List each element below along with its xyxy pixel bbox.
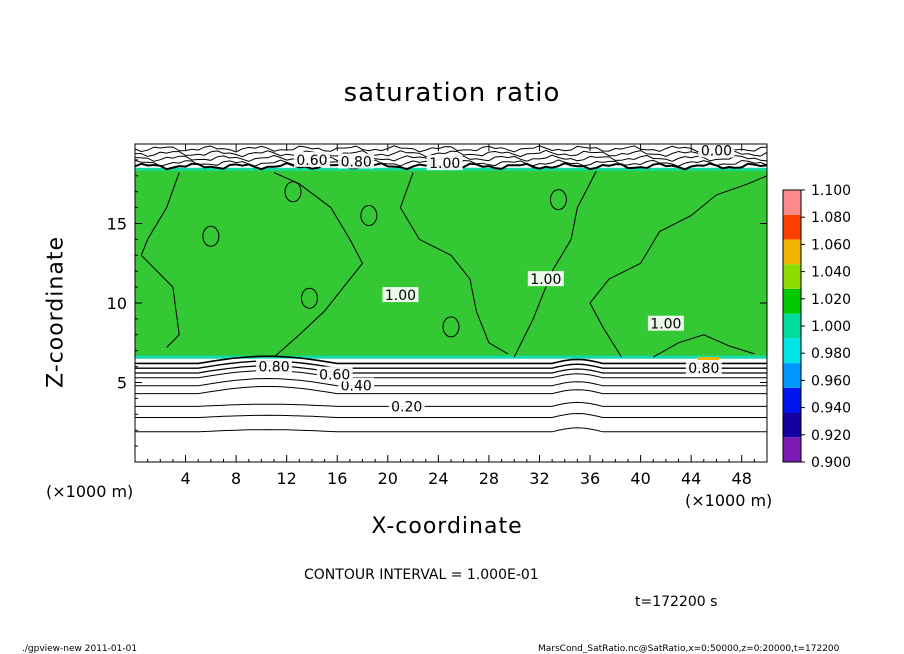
- contour-label-bg-11: [338, 153, 375, 169]
- contour-label-bg-12: [698, 142, 735, 158]
- colorbar-swatch-2: [783, 412, 801, 438]
- warm-spot: [697, 357, 719, 361]
- x-tick-label-12: 12: [277, 469, 297, 488]
- colorbar-label-3: 0.940: [811, 401, 851, 417]
- x-tick-label-20: 20: [378, 469, 398, 488]
- x-tick-label-24: 24: [428, 469, 448, 488]
- contour-line-1-00-3: [399, 172, 509, 355]
- contour-label-bg-3: [316, 366, 353, 382]
- x-tick-label-48: 48: [732, 469, 752, 488]
- contour-label-5: 0.80: [688, 361, 719, 377]
- colorbar-swatch-11: [783, 190, 801, 215]
- colorbar-label-5: 0.980: [811, 346, 851, 362]
- contour-label-12: 0.00: [701, 143, 732, 159]
- x-tick-label-16: 16: [327, 469, 347, 488]
- contour-label-bg-7: [527, 271, 564, 287]
- contour-label-3: 0.60: [319, 368, 350, 384]
- colorbar-label-1: 0.900: [811, 455, 851, 471]
- colorbar-swatch-8: [783, 264, 801, 289]
- x-tick-label-4: 4: [180, 469, 190, 488]
- colorbar-swatch-4: [783, 363, 801, 388]
- lower-contour-4: [135, 370, 767, 379]
- lower-contour-1: [135, 355, 767, 365]
- x-tick-label-36: 36: [580, 469, 600, 488]
- contour-label-bg-6: [382, 287, 419, 303]
- colorbar-label-7: 1.020: [811, 292, 851, 308]
- time-label: t=172200 s: [635, 594, 718, 610]
- chart-title: saturation ratio: [343, 78, 561, 108]
- closed-contour-5: [300, 287, 318, 309]
- colorbar-label-9: 1.060: [811, 237, 851, 253]
- colorbar-swatch-6: [783, 313, 801, 339]
- footer-right-note: MarsCond_SatRatio.nc@SatRatio,x=0:50000,…: [538, 644, 840, 654]
- contour-line-1-00-4: [513, 170, 597, 358]
- y-axis-label: Z-coordinate: [43, 236, 69, 388]
- colorbar-swatch-10: [783, 214, 801, 240]
- lower-contour-7: [135, 401, 767, 407]
- upper-contour-4: [135, 149, 768, 158]
- x-tick-label-32: 32: [529, 469, 549, 488]
- contour-line-1-00-6: [652, 334, 755, 358]
- contour-label-bg-8: [647, 315, 684, 331]
- lower-edge-band: [135, 355, 767, 359]
- closed-contour-3: [360, 205, 378, 227]
- contour-label-4: 0.80: [258, 360, 289, 376]
- lower-contour-6: [135, 386, 767, 395]
- contour-label-6: 1.00: [385, 288, 416, 304]
- y-tick-label-5: 5: [117, 374, 127, 393]
- x-unit-left: (×1000 m): [46, 482, 134, 501]
- y-tick-label-10: 10: [107, 294, 127, 313]
- contour-label-bg-4: [256, 358, 293, 374]
- contour-label-7: 1.00: [530, 272, 561, 288]
- colorbar-label-6: 1.000: [811, 319, 851, 335]
- colorbar-swatch-7: [783, 288, 801, 314]
- contour-label-2: 0.40: [341, 379, 372, 395]
- colorbar-swatch-3: [783, 387, 801, 413]
- contour-label-bg-1: [388, 398, 425, 414]
- colorbar-label-10: 1.080: [811, 210, 851, 226]
- contour-label-bg-5: [685, 360, 722, 376]
- footer-left-note: ./gpview-new 2011-01-01: [22, 644, 138, 654]
- contour-label-9: 1.00: [429, 156, 460, 172]
- upper-contour-5: [134, 145, 768, 153]
- contour-line-1-00-2: [273, 172, 364, 358]
- closed-contour-2: [284, 181, 302, 203]
- contour-line-1-00-1: [140, 172, 180, 348]
- y-tick-label-15: 15: [107, 215, 127, 234]
- colorbar-label-8: 1.040: [811, 265, 851, 281]
- x-tick-label-8: 8: [231, 469, 241, 488]
- contour-line-1-00-5: [589, 175, 768, 358]
- lower-contour-2: [135, 360, 767, 369]
- contour-label-8: 1.00: [650, 317, 681, 333]
- closed-contour-1: [202, 225, 220, 247]
- x-axis-label: X-coordinate: [371, 514, 523, 539]
- contour-label-bg-10: [293, 151, 330, 167]
- contour-label-1: 0.20: [391, 399, 422, 415]
- lower-contour-9: [135, 427, 767, 433]
- lower-contour-5: [135, 377, 767, 387]
- contour-interval: CONTOUR INTERVAL = 1.000E-01: [304, 567, 539, 583]
- contour-label-10: 0.60: [296, 153, 327, 169]
- colorbar-label-2: 0.920: [811, 428, 851, 444]
- x-unit-right: (×1000 m): [685, 491, 773, 510]
- x-tick-label-44: 44: [681, 469, 701, 488]
- x-tick-label-40: 40: [630, 469, 650, 488]
- colorbar-label-4: 0.960: [811, 373, 851, 389]
- closed-contour-6: [442, 316, 460, 338]
- contour-label-bg-9: [426, 155, 463, 171]
- contour-label-11: 0.80: [341, 154, 372, 170]
- lower-contour-8: [135, 412, 767, 418]
- colorbar-swatch-9: [783, 239, 801, 265]
- colorbar-label-11: 1.100: [811, 183, 851, 199]
- closed-contour-4: [549, 189, 567, 211]
- colorbar-swatch-5: [783, 338, 801, 364]
- lower-contour-3: [135, 365, 767, 374]
- x-tick-label-28: 28: [479, 469, 499, 488]
- colorbar-swatch-1: [783, 437, 801, 462]
